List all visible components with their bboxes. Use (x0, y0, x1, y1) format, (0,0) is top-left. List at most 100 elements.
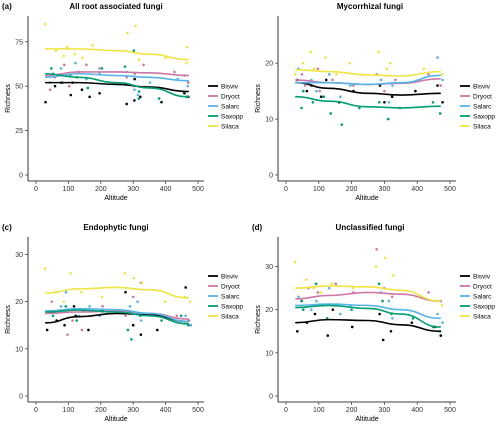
data-point-bisviv (87, 328, 90, 332)
data-point-dryoct (85, 63, 88, 67)
y-tick-label: 10 (265, 350, 273, 357)
data-point-silaca (132, 276, 136, 280)
data-point-silaca (392, 273, 395, 277)
data-point-silaca (383, 256, 387, 260)
x-tick-label: 200 (95, 186, 107, 193)
data-point-dryoct (142, 63, 145, 67)
data-point-bisviv (72, 305, 76, 308)
trend-line-salarc (295, 74, 441, 86)
y-axis-title: Richness (5, 84, 12, 113)
data-point-dryoct (67, 84, 71, 88)
panel-4: (d) Unclassified fungi 0 100 200 300 400 500 0 10… (252, 223, 495, 423)
x-tick-label: 400 (160, 407, 172, 414)
y-axis-title: Richness (5, 305, 12, 334)
data-point-saxopp (300, 299, 303, 303)
data-point-bisviv (305, 89, 309, 93)
data-point-salarc (441, 321, 444, 324)
data-point-saxopp (386, 117, 390, 121)
data-point-silaca (188, 300, 192, 303)
data-point-saxopp (381, 299, 384, 303)
legend-label-dryoct: Dryoct (221, 283, 240, 290)
data-point-bisviv (350, 325, 354, 329)
data-point-salarc (327, 73, 331, 76)
data-point-dryoct (352, 84, 355, 87)
data-point-silaca (385, 67, 389, 71)
legend-label-salarc: Salarc (473, 103, 492, 110)
data-point-saxopp (50, 67, 53, 70)
data-point-salarc (338, 95, 342, 99)
data-point-saxopp (340, 123, 344, 126)
trend-line-bisviv (44, 312, 190, 324)
data-point-salarc (315, 299, 318, 303)
data-point-silaca (330, 282, 334, 286)
data-point-silaca (304, 278, 308, 281)
trend-line-bisviv (295, 318, 441, 333)
data-point-salarc (315, 89, 318, 93)
legend-label-bisviv: Bisviv (473, 83, 491, 90)
data-point-salarc (391, 317, 394, 320)
data-point-dryoct (334, 282, 338, 286)
data-point-saxopp (411, 317, 415, 320)
data-point-saxopp (311, 100, 315, 104)
data-point-saxopp (300, 106, 303, 110)
data-point-silaca (324, 56, 327, 59)
data-point-salarc (184, 314, 187, 318)
data-point-silaca (293, 260, 297, 264)
panel-letter: (c) (2, 223, 12, 232)
y-tick-label: 75 (15, 39, 23, 46)
legend-label-saxopp: Saxopp (473, 113, 495, 120)
x-axis-title: Altitude (355, 195, 378, 202)
data-point-salarc (327, 286, 331, 290)
data-point-salarc (59, 305, 63, 308)
y-tick-label: 50 (15, 84, 23, 91)
data-point-bisviv (53, 84, 57, 88)
data-point-bisviv (44, 100, 47, 104)
legend-label-bisviv: Bisviv (473, 273, 491, 280)
data-point-dryoct (394, 78, 397, 82)
y-tick-label: 30 (265, 264, 273, 271)
data-point-bisviv (378, 312, 381, 316)
data-point-bisviv (381, 338, 385, 342)
data-point-bisviv (133, 99, 136, 102)
trend-line-silaca (295, 69, 441, 77)
data-point-bisviv (439, 334, 443, 337)
y-tick-label: 20 (265, 61, 273, 68)
data-point-saxopp (86, 86, 90, 90)
data-point-saxopp (75, 319, 78, 322)
data-point-silaca (348, 61, 352, 65)
data-point-bisviv (124, 290, 127, 294)
data-point-bisviv (184, 286, 187, 289)
x-tick-label: 100 (313, 186, 325, 193)
data-point-silaca (389, 61, 392, 65)
legend: Bisviv Dryoct Salarc Saxopp Silaca (460, 273, 495, 320)
legend-label-salarc: Salarc (473, 293, 492, 300)
legend: Bisviv Dryoct Salarc Saxopp Silaca (208, 83, 243, 130)
panel-1: (a) All root associated fungi 0 100 200 300 40… (2, 2, 243, 202)
x-tick-label: 0 (34, 186, 38, 193)
trend-line-dryoct (295, 291, 441, 302)
data-point-salarc (441, 78, 444, 82)
data-point-dryoct (124, 314, 127, 318)
data-point-bisviv (45, 328, 49, 332)
data-point-saxopp (132, 49, 136, 52)
x-tick-label: 500 (192, 186, 204, 193)
data-point-bisviv (324, 78, 328, 82)
data-point-bisviv (410, 321, 414, 324)
panel-title: Endophytic fungi (83, 223, 148, 232)
data-point-salarc (297, 295, 300, 299)
data-point-salarc (136, 93, 140, 97)
data-point-silaca (123, 272, 127, 275)
data-point-silaca (126, 31, 129, 35)
data-point-silaca (73, 52, 77, 56)
data-point-silaca (62, 300, 66, 303)
x-tick-label: 200 (346, 407, 358, 414)
data-point-saxopp (126, 328, 130, 332)
data-point-silaca (351, 286, 355, 290)
data-point-silaca (62, 54, 66, 58)
y-axis-title: Richness (255, 305, 262, 334)
data-point-bisviv (319, 95, 323, 99)
data-point-dryoct (63, 63, 66, 67)
data-point-dryoct (186, 81, 190, 84)
data-point-dryoct (427, 291, 430, 294)
data-point-silaca (91, 44, 94, 47)
